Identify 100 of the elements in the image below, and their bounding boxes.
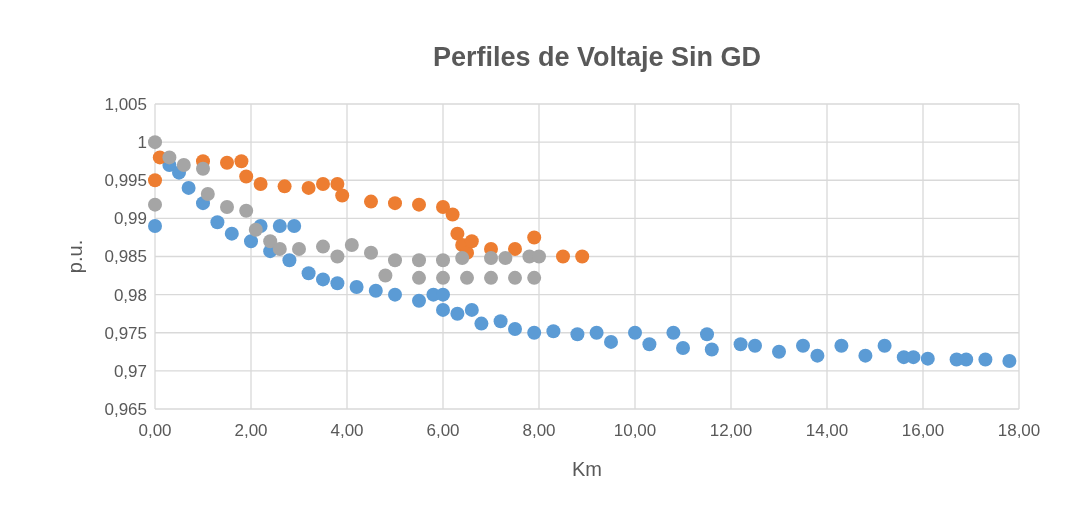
point xyxy=(628,325,642,340)
x-tick-label: 0,00 xyxy=(138,421,172,440)
point xyxy=(181,180,196,195)
point xyxy=(368,283,383,298)
point xyxy=(349,280,364,294)
point xyxy=(330,276,345,291)
y-tick-label: 1,005 xyxy=(104,94,147,114)
point xyxy=(978,352,993,367)
point xyxy=(464,234,479,249)
point xyxy=(704,342,719,357)
point xyxy=(220,155,234,170)
point xyxy=(263,234,278,249)
point xyxy=(272,241,287,256)
point xyxy=(666,325,681,340)
y-axis-title: p.u. xyxy=(64,239,86,274)
y-tick-label: 0,975 xyxy=(104,323,147,343)
point xyxy=(200,186,215,201)
point xyxy=(316,177,330,192)
point xyxy=(498,251,513,266)
point xyxy=(224,226,239,241)
point xyxy=(301,180,316,195)
point xyxy=(287,219,302,233)
y-tick-label: 0,97 xyxy=(113,361,147,381)
point xyxy=(316,239,330,254)
point xyxy=(436,270,450,285)
point xyxy=(575,249,590,264)
point xyxy=(148,135,162,150)
point xyxy=(450,306,465,321)
point xyxy=(436,302,450,317)
point xyxy=(508,321,522,336)
point xyxy=(388,196,402,211)
point xyxy=(239,203,254,218)
x-tick-label: 8,00 xyxy=(522,421,556,440)
point xyxy=(234,154,249,169)
point xyxy=(378,268,393,283)
point xyxy=(700,327,714,342)
y-tick-label: 0,965 xyxy=(104,399,147,419)
point xyxy=(570,327,585,342)
point xyxy=(436,199,450,214)
x-tick-label: 6,00 xyxy=(426,421,460,440)
point xyxy=(412,270,426,285)
point xyxy=(244,234,258,249)
point xyxy=(858,348,873,363)
point xyxy=(906,350,921,365)
point xyxy=(920,351,935,366)
point xyxy=(436,287,450,302)
point xyxy=(877,338,892,353)
point xyxy=(388,253,402,268)
y-tick-label: 0,985 xyxy=(104,247,147,267)
point xyxy=(253,177,268,192)
point xyxy=(445,207,460,222)
point xyxy=(176,158,191,172)
y-tick-label: 1 xyxy=(137,133,147,153)
point xyxy=(484,270,498,285)
point xyxy=(748,338,762,353)
point xyxy=(604,334,618,349)
point xyxy=(330,249,345,264)
x-tick-label: 2,00 xyxy=(234,421,268,440)
point xyxy=(301,266,316,281)
point xyxy=(388,287,402,302)
point xyxy=(460,270,474,285)
x-tick-label: 12,00 xyxy=(709,421,753,440)
point xyxy=(210,215,225,230)
point xyxy=(546,324,561,339)
point xyxy=(196,161,210,176)
point xyxy=(148,197,162,212)
point xyxy=(436,253,450,268)
y-tick-label: 0,99 xyxy=(113,209,147,229)
point xyxy=(282,253,297,268)
point xyxy=(493,314,508,329)
point xyxy=(676,341,690,355)
point xyxy=(344,238,359,253)
point xyxy=(796,338,810,353)
y-tick-label: 0,98 xyxy=(113,285,147,305)
point xyxy=(772,344,786,359)
point xyxy=(162,150,177,165)
point xyxy=(589,325,604,340)
point xyxy=(335,188,350,203)
chart-title: Perfiles de Voltaje Sin GD xyxy=(432,42,762,72)
y-tick-label: 0,995 xyxy=(104,171,147,191)
point xyxy=(959,352,974,367)
point xyxy=(330,177,345,192)
point xyxy=(834,338,849,353)
point xyxy=(248,222,263,237)
point xyxy=(508,241,522,256)
point xyxy=(450,226,465,241)
point xyxy=(474,316,489,331)
point xyxy=(556,249,570,264)
point xyxy=(508,270,522,285)
point xyxy=(527,270,542,285)
point xyxy=(455,251,470,266)
point xyxy=(292,241,306,256)
point xyxy=(272,219,287,233)
x-tick-label: 4,00 xyxy=(330,421,364,440)
point xyxy=(412,293,426,308)
point xyxy=(277,179,292,194)
point xyxy=(412,253,426,268)
point xyxy=(527,325,542,340)
point xyxy=(412,197,426,212)
point xyxy=(220,199,234,214)
